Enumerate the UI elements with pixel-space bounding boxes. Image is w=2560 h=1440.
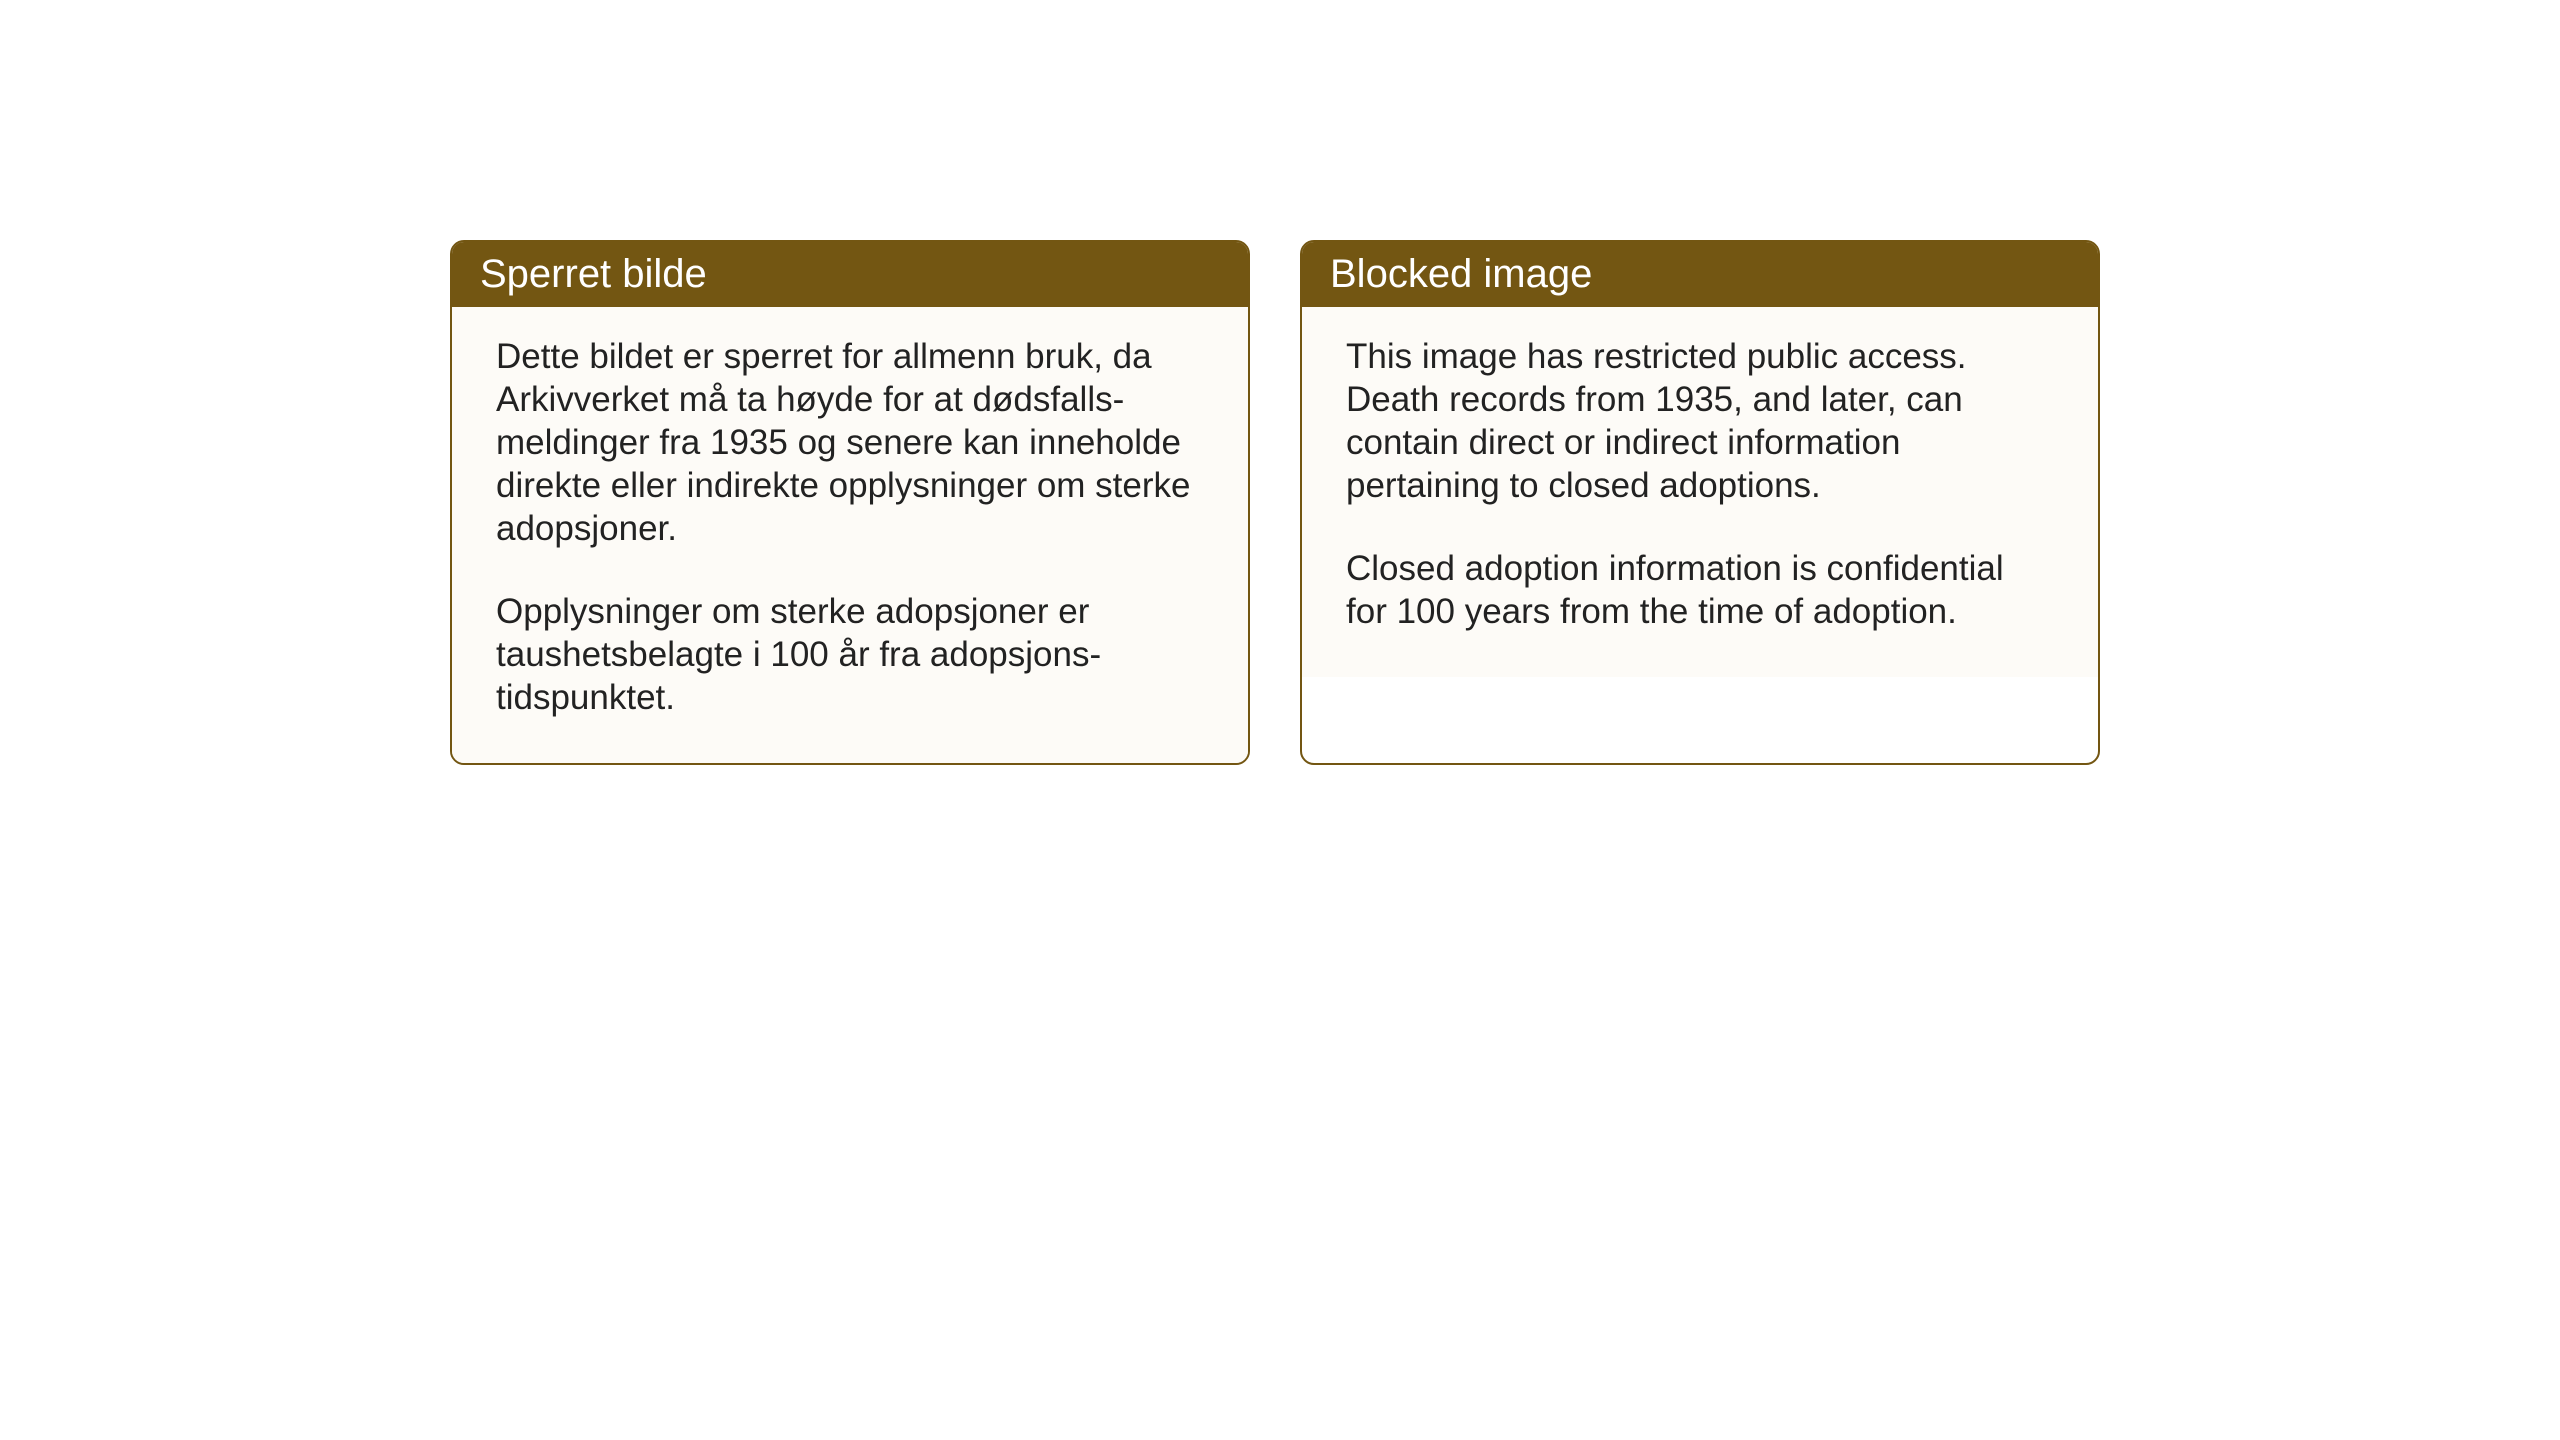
box-header-norwegian: Sperret bilde [452,242,1248,307]
box-paragraph: Closed adoption information is confident… [1346,547,2054,633]
box-title: Sperret bilde [480,252,707,296]
box-content-english: This image has restricted public access.… [1302,307,2098,677]
info-box-norwegian: Sperret bilde Dette bildet er sperret fo… [450,240,1250,765]
info-box-container: Sperret bilde Dette bildet er sperret fo… [450,240,2100,765]
box-content-norwegian: Dette bildet er sperret for allmenn bruk… [452,307,1248,763]
box-title: Blocked image [1330,252,1592,296]
box-header-english: Blocked image [1302,242,2098,307]
box-paragraph: Opplysninger om sterke adopsjoner er tau… [496,590,1204,719]
info-box-english: Blocked image This image has restricted … [1300,240,2100,765]
box-paragraph: This image has restricted public access.… [1346,335,2054,507]
box-paragraph: Dette bildet er sperret for allmenn bruk… [496,335,1204,550]
